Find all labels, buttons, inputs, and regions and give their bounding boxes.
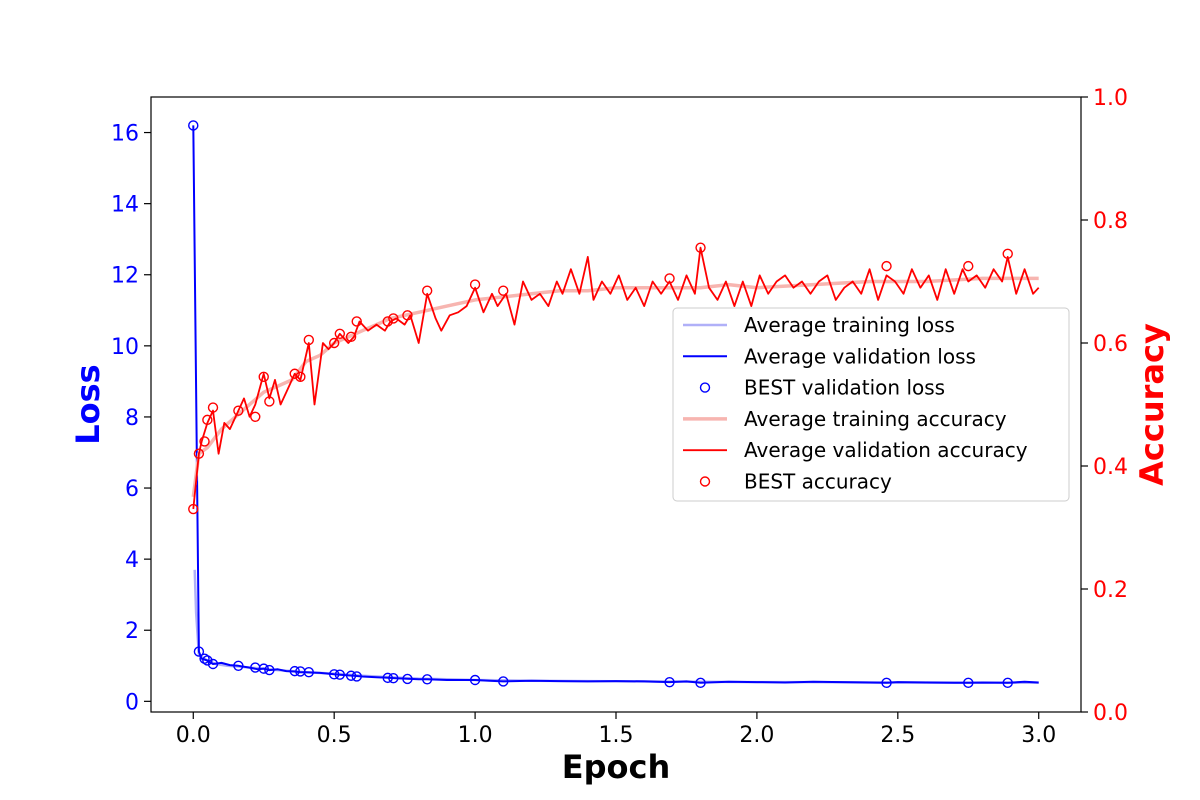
y-left-tick-label: 14: [111, 193, 139, 218]
x-tick-label: 3.0: [1021, 723, 1056, 748]
x-tick-label: 2.5: [880, 723, 915, 748]
y-axis-right-title: Accuracy: [1133, 323, 1171, 486]
y-left-tick-label: 12: [111, 264, 139, 289]
best-validation-loss-marker: [695, 677, 706, 689]
best-validation-loss-marker: [498, 676, 509, 687]
y-right-tick-label: 0.2: [1093, 578, 1128, 603]
x-tick-label: 1.0: [458, 723, 493, 748]
best-validation-loss-marker: [202, 655, 213, 666]
best-validation-loss-marker: [199, 653, 210, 664]
x-tick-label: 1.5: [599, 723, 634, 748]
x-axis: 0.0 0.5 1.0 1.5 2.0 2.5 3.0: [176, 712, 1056, 748]
best-validation-loss-marker: [207, 658, 219, 670]
best-accuracy-marker: [469, 279, 481, 290]
best-accuracy-marker: [233, 405, 244, 416]
best-validation-loss-marker: [303, 666, 315, 678]
best-validation-loss-marker: [328, 669, 340, 680]
best-accuracy-marker: [202, 414, 213, 426]
legend-box: [672, 307, 1070, 502]
average-training-loss-line: [193, 569, 1039, 685]
x-tick-label: 0.0: [176, 723, 211, 748]
y-left-tick-label: 8: [125, 406, 139, 431]
x-tick-label: 2.0: [739, 723, 774, 748]
best-accuracy-marker: [695, 242, 706, 253]
best-validation-loss-marker: [421, 674, 433, 685]
legend-label-best-validation-loss: BEST validation loss: [744, 376, 945, 400]
y-left-tick-label: 0: [125, 690, 139, 715]
y-right-tick-label: 1.0: [1093, 86, 1128, 111]
y-right-tick-label: 0.4: [1093, 455, 1128, 480]
best-accuracy-marker: [664, 273, 675, 284]
y-left-tick-label: 16: [111, 122, 139, 147]
best-accuracy-marker: [351, 316, 362, 327]
x-axis-title: Epoch: [562, 748, 671, 786]
legend-swatch-best-accuracy: [699, 476, 711, 487]
best-accuracy-marker: [303, 334, 315, 346]
best-accuracy-marker: [963, 260, 974, 272]
y-left-tick-label: 6: [125, 477, 139, 502]
legend-label-average-training-accuracy: Average training accuracy: [744, 407, 1007, 431]
best-accuracy-marker: [382, 316, 393, 327]
legend-label-average-validation-loss: Average validation loss: [744, 344, 976, 368]
best-validation-loss-marker: [881, 677, 892, 689]
best-validation-loss-marker: [351, 671, 362, 682]
best-validation-loss-marker: [334, 669, 346, 680]
y-axis-left: 0 2 4 6 8 10 12 14 16: [111, 122, 151, 715]
best-accuracy-marker: [388, 313, 399, 324]
best-accuracy-marker: [1002, 248, 1013, 260]
best-validation-loss-marker: [233, 660, 244, 671]
best-validation-loss-marker: [193, 646, 205, 657]
legend-swatch-best-validation-loss: [699, 382, 711, 393]
best-validation-loss-marker: [289, 665, 300, 677]
best-validation-loss-marker: [188, 120, 199, 131]
y-axis-right: 0.0 0.2 0.4 0.6 0.8 1.0: [1081, 86, 1128, 726]
y-right-tick-label: 0.8: [1093, 209, 1128, 234]
legend-label-best-accuracy: BEST accuracy: [744, 470, 892, 494]
best-accuracy-marker: [264, 396, 275, 407]
legend: Average training loss Average validation …: [672, 307, 1070, 502]
average-validation-accuracy-line: [192, 246, 1040, 510]
best-accuracy-marker: [289, 368, 300, 379]
best-validation-loss-marker: [258, 663, 269, 674]
best-validation-loss-marker: [264, 664, 275, 676]
y-axis-left-title: Loss: [69, 364, 107, 444]
legend-label-average-validation-accuracy: Average validation accuracy: [744, 438, 1028, 462]
y-left-tick-label: 4: [125, 548, 139, 573]
best-validation-loss-marker: [963, 677, 974, 689]
best-accuracy-marker: [421, 285, 433, 296]
y-left-tick-label: 2: [125, 619, 139, 644]
best-accuracy-marker: [295, 371, 306, 383]
best-validation-loss-marker: [1002, 677, 1013, 689]
best-accuracy-marker: [188, 503, 199, 515]
best-accuracy-marker: [199, 436, 210, 447]
best-validation-loss-marker: [345, 670, 357, 681]
best-accuracy-marker: [498, 285, 509, 296]
best-validation-loss-marker: [388, 673, 399, 684]
y-right-tick-label: 0.0: [1093, 701, 1128, 726]
y-left-tick-label: 10: [111, 335, 139, 360]
legend-label-average-training-loss: Average training loss: [744, 313, 955, 337]
x-tick-label: 0.5: [317, 723, 352, 748]
best-accuracy-marker: [258, 371, 269, 383]
best-accuracy-marker: [193, 448, 205, 459]
best-validation-loss-marker: [664, 676, 675, 688]
best-validation-loss-marker: [402, 673, 413, 685]
series-layer: [188, 120, 1040, 689]
best-accuracy-marker: [402, 310, 413, 321]
best-validation-loss-marker: [382, 672, 393, 684]
best-validation-loss-marker: [469, 674, 481, 686]
y-right-tick-label: 0.6: [1093, 332, 1128, 357]
best-accuracy-marker: [334, 328, 346, 339]
best-accuracy-marker: [345, 331, 357, 343]
best-accuracy-marker: [207, 402, 219, 413]
best-accuracy-marker: [881, 260, 892, 272]
best-accuracy-marker: [328, 337, 340, 349]
best-accuracy-marker: [250, 411, 261, 422]
